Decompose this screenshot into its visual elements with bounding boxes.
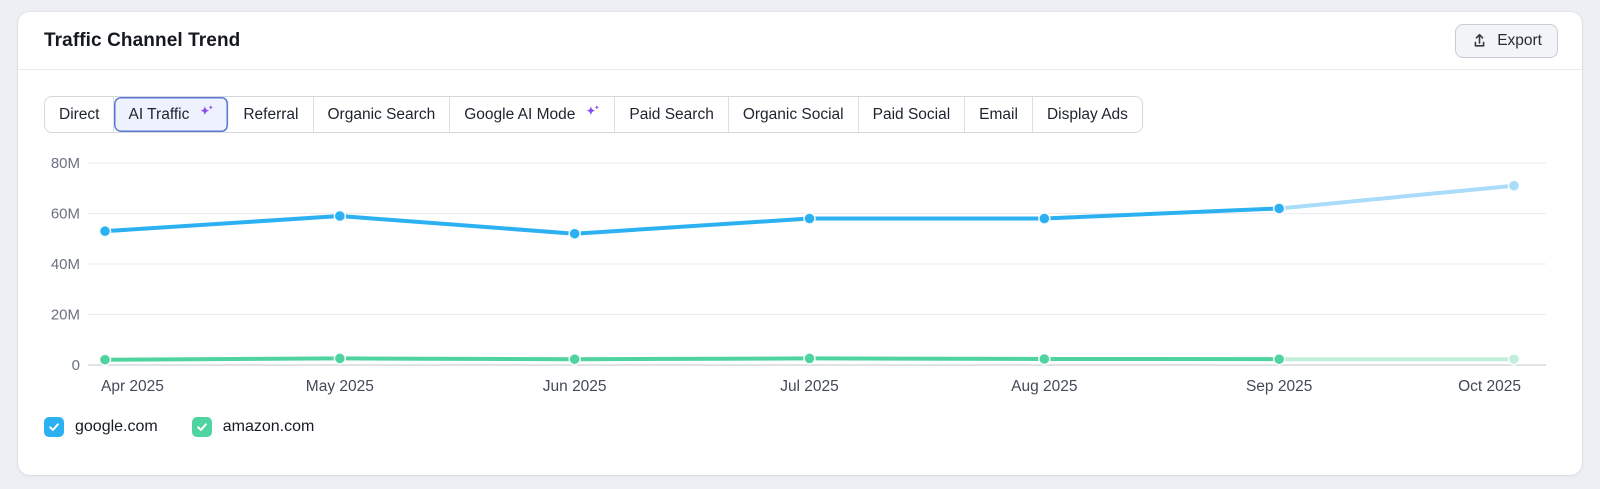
- tab-label: Organic Social: [742, 105, 844, 123]
- checkbox-amazon-checked[interactable]: [191, 417, 212, 437]
- svg-text:Jul 2025: Jul 2025: [780, 378, 839, 395]
- export-upload-icon: [1471, 32, 1488, 49]
- svg-text:20M: 20M: [51, 307, 80, 324]
- tab-organic-search[interactable]: Organic Search: [314, 97, 451, 132]
- tab-label: Google AI Mode: [464, 105, 576, 123]
- ai-sparkle-icon: [585, 104, 600, 125]
- legend-item-amazon[interactable]: amazon.com: [191, 417, 315, 437]
- svg-text:Aug 2025: Aug 2025: [1011, 378, 1077, 395]
- tab-ai-traffic[interactable]: AI Traffic: [114, 97, 230, 132]
- tab-referral[interactable]: Referral: [229, 97, 314, 132]
- tab-label: Paid Search: [629, 105, 714, 123]
- tab-direct[interactable]: Direct: [45, 97, 115, 132]
- page-title: Traffic Channel Trend: [44, 29, 241, 51]
- legend-label: google.com: [75, 418, 158, 435]
- svg-text:40M: 40M: [51, 256, 80, 273]
- svg-text:Oct 2025: Oct 2025: [1458, 378, 1521, 395]
- channel-tabs: Direct AI Traffic Referral Organic Searc…: [44, 96, 1143, 133]
- legend-item-google[interactable]: google.com: [44, 417, 158, 437]
- tab-google-ai-mode[interactable]: Google AI Mode: [450, 97, 616, 132]
- svg-text:Apr 2025: Apr 2025: [101, 378, 164, 395]
- ai-sparkle-icon: [199, 104, 214, 125]
- svg-text:60M: 60M: [51, 206, 80, 223]
- tab-email[interactable]: Email: [965, 97, 1033, 132]
- tab-label: AI Traffic: [128, 105, 190, 123]
- export-button[interactable]: Export: [1455, 23, 1558, 58]
- legend-label: amazon.com: [222, 418, 315, 435]
- svg-text:Jun 2025: Jun 2025: [543, 378, 607, 395]
- tab-paid-search[interactable]: Paid Search: [615, 97, 729, 132]
- tab-paid-social[interactable]: Paid Social: [859, 97, 966, 132]
- tab-organic-social[interactable]: Organic Social: [729, 97, 859, 132]
- tab-label: Direct: [59, 105, 100, 123]
- tab-label: Paid Social: [872, 105, 951, 123]
- tab-label: Referral: [243, 105, 299, 123]
- svg-text:May 2025: May 2025: [306, 378, 374, 395]
- card-body: Direct AI Traffic Referral Organic Searc…: [18, 70, 1582, 475]
- svg-text:80M: 80M: [51, 155, 80, 172]
- tab-label: Display Ads: [1046, 105, 1128, 123]
- svg-text:Sep 2025: Sep 2025: [1246, 378, 1312, 395]
- svg-text:0: 0: [72, 357, 80, 374]
- traffic-trend-chart[interactable]: 0 20M 40M 60M 80M Apr 2025 May 2025 Jun 2025 Jul…: [44, 148, 1556, 400]
- line-chart-svg[interactable]: 0 20M 40M 60M 80M Apr 2025 May 2025 Jun 2025 Jul…: [44, 148, 1556, 400]
- card-header: Traffic Channel Trend Export: [18, 12, 1582, 70]
- traffic-channel-trend-card: Traffic Channel Trend Export Direct AI T…: [18, 12, 1582, 475]
- checkbox-google-checked[interactable]: [44, 417, 64, 437]
- tab-label: Email: [979, 105, 1018, 123]
- tab-display-ads[interactable]: Display Ads: [1033, 97, 1142, 132]
- export-button-label: Export: [1497, 31, 1542, 49]
- tab-label: Organic Search: [327, 105, 436, 123]
- chart-legend: google.com amazon.com: [44, 417, 1556, 437]
